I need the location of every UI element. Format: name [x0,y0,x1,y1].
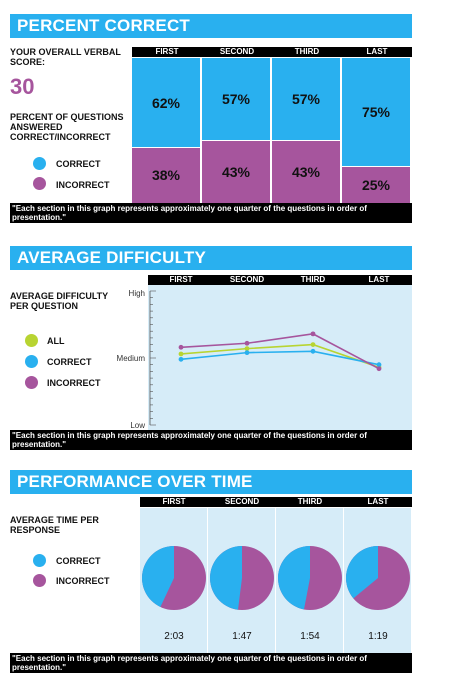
pie-slice-correct-third [278,546,310,610]
header-second: SECOND [224,497,260,506]
score-value: 30 [10,74,35,99]
label-incorrect-second: 43% [221,163,251,180]
point-correct-second [244,350,250,356]
time-third: 1:54 [300,631,320,642]
y-tick-label-high: High [129,289,145,298]
time-subtitle: AVERAGE TIME PER RESPONSE [10,515,99,535]
correct-legend-dot-3 [33,554,46,567]
y-tick-label-low: Low [130,421,145,430]
point-all-second [244,346,250,352]
line-all [180,343,380,369]
bar-incorrect-first [132,147,200,203]
point-all-third [310,342,316,347]
point-incorrect-first [178,344,184,350]
header-first: FIRST [169,275,193,284]
header-first: FIRST [155,47,179,56]
header-second: SECOND [219,47,255,56]
label-correct-third: 57% [291,91,321,108]
incorrect-legend-label: INCORRECT [56,180,110,190]
bar-incorrect-second [202,140,270,203]
time-first: 2:03 [164,631,184,642]
all-legend-dot [25,334,38,347]
header-first: FIRST [162,497,186,506]
percent-subtitle: PERCENT OF QUESTIONS ANSWERED CORRECT/IN… [10,112,124,142]
pie-chart-header: FIRST SECOND THIRD LAST [140,497,412,507]
plot-background [148,285,412,430]
correct-legend-label-2: CORRECT [47,357,92,367]
pie-second [209,546,274,610]
pie-slice-correct-first [142,546,174,607]
label-incorrect-third: 43% [291,163,321,180]
line-correct [180,350,380,366]
pie-third [278,546,342,610]
average-difficulty-banner: AVERAGE DIFFICULTY [10,246,412,270]
pie-slice-correct-second [209,546,242,610]
time-second: 1:47 [232,631,252,642]
time-footnote: "Each section in this graph represents a… [10,653,412,673]
bar-incorrect-last [342,166,410,203]
score-label: YOUR OVERALL VERBAL SCORE: [10,47,121,67]
bar-correct-last [342,58,410,166]
time-pie-charts: 2:03 1:47 1:54 1:19 [140,508,412,653]
bar-correct-first [132,58,200,147]
percent-correct-banner: PERCENT CORRECT [10,14,412,38]
bar-chart-header: FIRST SECOND THIRD LAST [132,47,412,57]
label-correct-second: 57% [221,91,251,108]
pie-first [142,546,206,610]
bar-correct-second [202,58,270,140]
header-second: SECOND [229,275,265,284]
incorrect-legend-dot-2 [25,376,38,389]
header-last: LAST [367,497,389,506]
difficulty-footnote: "Each section in this graph represents a… [10,430,412,450]
point-correct-last [376,362,382,368]
percent-footnote: "Each section in this graph represents a… [10,203,412,223]
point-incorrect-last [376,366,382,372]
y-tick-label-medium: Medium [117,354,146,363]
correct-legend-dot [33,157,46,170]
correct-legend-label: CORRECT [56,159,101,169]
line-chart-header: FIRST SECOND THIRD LAST [148,275,412,285]
label-incorrect-first: 38% [151,167,181,184]
bar-incorrect-third [272,140,340,203]
percent-bar-chart: 62% 38% 57% 43% 57% 43% 75% 25% [132,58,412,203]
incorrect-legend-label-3: INCORRECT [56,576,110,586]
header-last: LAST [366,47,388,56]
performance-over-time-banner: PERFORMANCE OVER TIME [10,470,412,494]
difficulty-line-chart: High Medium Low [117,285,412,430]
pie-slice-correct-last [346,546,378,599]
pie-last [346,546,410,610]
incorrect-legend-dot-3 [33,574,46,587]
all-legend-label: ALL [47,336,65,346]
point-correct-third [310,348,316,354]
point-all-first [178,351,184,357]
point-incorrect-second [244,340,250,346]
correct-legend-dot-2 [25,355,38,368]
bar-correct-third [272,58,340,140]
time-last: 1:19 [368,631,388,642]
point-correct-first [178,356,184,362]
label-correct-last: 75% [361,104,391,121]
header-third: THIRD [300,275,326,284]
label-incorrect-last: 25% [361,176,391,193]
difficulty-subtitle: AVERAGE DIFFICULTY PER QUESTION [10,291,109,311]
correct-legend-label-3: CORRECT [56,556,101,566]
header-third: THIRD [297,497,323,506]
point-incorrect-third [310,331,316,337]
label-correct-first: 62% [151,94,181,111]
header-last: LAST [368,275,390,284]
incorrect-legend-dot [33,177,46,190]
line-incorrect [180,333,380,370]
header-third: THIRD [294,47,320,56]
incorrect-legend-label-2: INCORRECT [47,378,101,388]
